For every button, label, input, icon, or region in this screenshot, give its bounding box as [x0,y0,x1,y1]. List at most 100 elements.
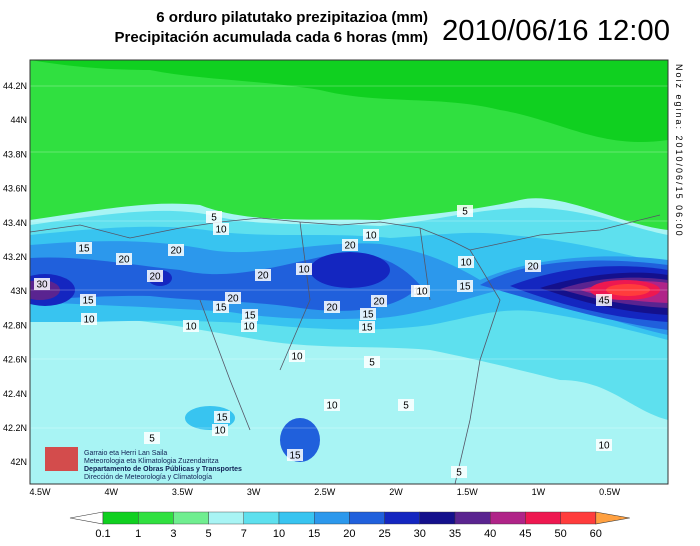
contour-label-bg [212,424,228,436]
contour-label: 5 [149,434,155,445]
contour-label: 10 [214,426,226,437]
contour-label: 5 [456,468,462,479]
contour-label-bg [289,350,305,362]
contour-label: 15 [244,311,256,322]
colorbar-swatch [278,511,315,525]
colorbar-swatch [208,511,245,525]
contour-label-bg [458,256,474,268]
contour-label-bg [144,432,160,444]
colorbar-swatch [137,511,174,525]
contour-label: 20 [257,271,269,282]
contour-label: 20 [373,297,385,308]
contour-label: 10 [416,287,428,298]
contour-label-bg [34,278,50,290]
lat-label: 43.8N [3,149,27,159]
contour-label: 10 [243,322,255,333]
contour-label-bg [360,308,376,320]
lon-label: 4W [104,487,118,497]
contour-label-bg [80,294,96,306]
contour-label: 15 [216,413,228,424]
contour-label: 10 [83,315,95,326]
contour-label: 20 [170,246,182,257]
contour-label-bg [225,292,241,304]
contour-label: 10 [185,322,197,333]
contour-label: 10 [298,265,310,276]
colorbar-swatch [525,511,561,525]
lat-label: 44N [10,115,27,125]
logo-line: Meteorologia eta Klimatologia Zuzendarit… [84,458,219,465]
colorbar-label: 7 [241,528,247,540]
colorbar-label: 30 [414,528,426,540]
contour-label-bg [324,399,340,411]
logo-line: Departamento de Obras Públicas y Transpo… [84,466,242,473]
contour-label: 20 [527,262,539,273]
title-es: Precipitación acumulada cada 6 horas (mm… [115,29,428,46]
lat-label: 42.8N [3,320,27,330]
colorbar-label: 45 [519,528,531,540]
contour-label-bg [359,321,375,333]
contour-label-bg [451,466,467,478]
contour-label: 10 [365,231,377,242]
contour-label: 20 [344,241,356,252]
logo-line: Garraio eta Herri Lan Saila [84,450,167,457]
colorbar-swatch [454,511,491,525]
contour-label-bg [81,313,97,325]
colorbar-label: 50 [554,528,566,540]
colorbar-swatch [102,511,139,525]
lat-label: 42.4N [3,389,27,399]
lon-label: 0.5W [599,487,621,497]
colorbar-swatch [384,511,421,525]
lat-label: 43.6N [3,184,27,194]
side-note: Noiz egina: 2010/06/15 06:00 [674,64,684,238]
contour-label-bg [255,269,271,281]
contour-label-bg [213,223,229,235]
colorbar-label: 10 [273,528,285,540]
datetime: 2010/06/16 12:00 [442,15,670,47]
colorbar-label: 20 [343,528,355,540]
colorbar-swatch [419,511,456,525]
logo-line: Dirección de Meteorología y Climatología [84,474,212,481]
lon-label: 2.5W [314,487,336,497]
title-eu: 6 orduro pilatutako prezipitazioa (mm) [156,9,428,26]
contour-label-bg [398,399,414,411]
colorbar-label: 40 [484,528,496,540]
contour-label-bg [183,320,199,332]
contour-label-bg [242,309,258,321]
colorbar-swatch [560,511,596,525]
contour-label-bg [414,285,430,297]
contour-label: 10 [291,352,303,363]
colorbar-over [595,511,630,525]
contour-label-bg [596,439,612,451]
lat-label: 43N [10,286,27,296]
contour-label: 15 [361,323,373,334]
colorbar-swatch [349,511,385,525]
contour-label: 10 [215,225,227,236]
contour-label-bg [76,242,92,254]
contour-label-bg [363,229,379,241]
contour-label-bg [324,301,340,313]
colorbar-swatch [314,511,350,525]
contour-label-bg [596,294,612,306]
lat-label: 42N [10,457,27,467]
contour-label-bg [457,205,473,217]
colorbar-swatch [173,511,209,525]
contour-label: 20 [326,303,338,314]
contour-label: 10 [598,441,610,452]
lon-label: 1W [532,487,546,497]
contour-label-bg [525,260,541,272]
contour-label-bg [342,239,358,251]
contour-label-bg [287,449,303,461]
colorbar-label: 25 [378,528,390,540]
contour-label: 15 [459,282,471,293]
contour-label: 15 [215,303,227,314]
lon-label: 3.5W [172,487,194,497]
contour-label-bg [371,295,387,307]
contour-label: 15 [289,451,301,462]
map [30,60,668,484]
contour-label: 5 [369,358,375,369]
lon-label: 2W [389,487,403,497]
colorbar-label: 15 [308,528,320,540]
contour-label: 15 [78,244,90,255]
colorbar-label: 1 [135,528,141,540]
